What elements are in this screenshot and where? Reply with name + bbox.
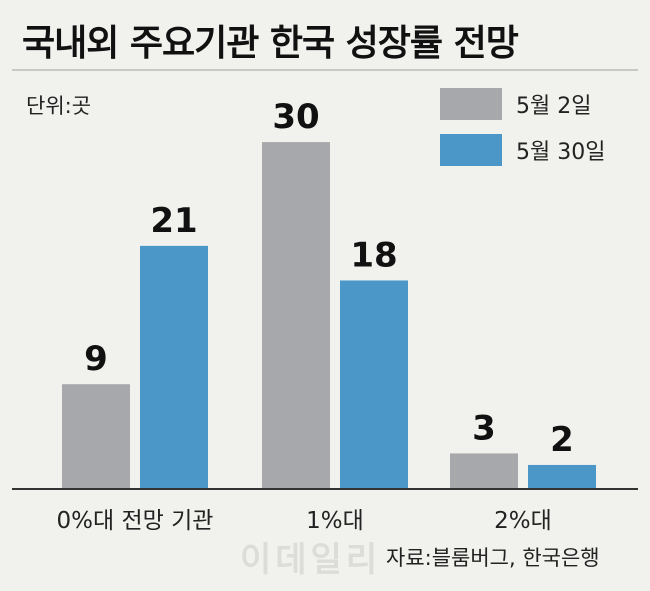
legend-label-series-0: 5월 2일 bbox=[516, 94, 592, 119]
chart-title: 국내외 주요기관 한국 성장률 전망 bbox=[22, 23, 519, 64]
legend-label-series-1: 5월 30일 bbox=[516, 140, 606, 165]
legend-swatch-series-1 bbox=[440, 134, 502, 166]
bar-series-1-cat-1 bbox=[340, 280, 408, 488]
legend-item-series-0: 5월 2일 bbox=[440, 86, 605, 122]
data-label-series-1-cat-0: 21 bbox=[150, 201, 197, 241]
data-label-series-1-cat-1: 18 bbox=[350, 235, 397, 275]
data-label-series-0-cat-0: 9 bbox=[84, 339, 108, 379]
legend: 5월 2일 5월 30일 bbox=[440, 86, 605, 178]
x-tick-label-1: 1%대 bbox=[306, 508, 364, 534]
source-note: 자료:블룸버그, 한국은행 bbox=[386, 546, 600, 570]
bar-series-0-cat-0 bbox=[62, 384, 130, 488]
data-label-series-0-cat-2: 3 bbox=[472, 408, 496, 448]
legend-swatch-series-0 bbox=[440, 88, 502, 120]
bar-series-0-cat-1 bbox=[262, 142, 330, 488]
title-divider bbox=[12, 69, 638, 71]
data-label-series-0-cat-1: 30 bbox=[272, 97, 319, 137]
watermark: 이데일리 bbox=[240, 540, 382, 580]
unit-label: 단위:곳 bbox=[26, 94, 92, 118]
bar-series-0-cat-2 bbox=[450, 453, 518, 488]
bar-series-1-cat-0 bbox=[140, 245, 208, 488]
bar-series-1-cat-2 bbox=[528, 464, 596, 488]
data-label-series-1-cat-2: 2 bbox=[550, 420, 574, 460]
legend-item-series-1: 5월 30일 bbox=[440, 132, 605, 168]
x-tick-label-2: 2%대 bbox=[494, 508, 552, 534]
x-tick-label-0: 0%대 전망 기관 bbox=[57, 508, 214, 534]
